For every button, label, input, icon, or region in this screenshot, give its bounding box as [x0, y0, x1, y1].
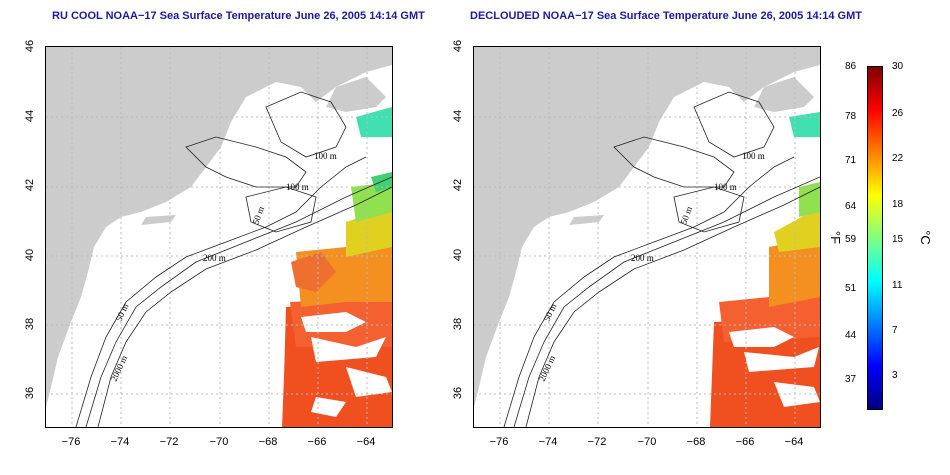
grid	[474, 47, 820, 427]
contour-label-50m-a: 50 m	[678, 205, 694, 226]
cbar-f-64: 64	[845, 201, 857, 212]
sst-data	[710, 112, 820, 427]
lon-tick-right-74: −74	[538, 436, 558, 448]
lon-tick-right-72: −72	[587, 436, 607, 448]
lat-tick-left-44: 44	[24, 109, 36, 123]
cbar-c-3: 3	[892, 370, 898, 381]
lat-tick-left-40: 40	[24, 248, 36, 262]
cbar-c-26: 26	[892, 108, 904, 119]
lon-tick-left-68: −68	[258, 436, 278, 448]
contour-label-100m-a: 100 m	[742, 151, 765, 161]
cbar-f-44: 44	[845, 330, 857, 341]
lat-tick-right-40: 40	[452, 248, 464, 262]
right-map-svg: 100 m 100 m 50 m 200 m 50 m 2000 m	[474, 47, 820, 427]
unit-fahrenheit: °F	[828, 230, 844, 245]
contour-label-200m: 200 m	[631, 253, 654, 263]
cbar-c-11: 11	[892, 280, 903, 291]
lon-tick-right-76: −76	[489, 436, 509, 448]
contour-label-50m-b: 50 m	[542, 302, 559, 323]
cbar-c-30: 30	[892, 61, 904, 72]
lat-tick-left-46: 46	[24, 39, 36, 53]
lon-tick-left-64: −64	[356, 436, 376, 448]
cbar-f-51: 51	[845, 283, 857, 294]
lon-tick-right-66: −66	[735, 436, 755, 448]
cbar-c-18: 18	[892, 199, 904, 210]
lat-tick-right-36: 36	[452, 386, 464, 400]
temperature-colorbar	[867, 66, 883, 410]
contour-label-200m: 200 m	[203, 253, 226, 263]
lon-tick-left-70: −70	[209, 436, 229, 448]
bathymetry-contours	[75, 91, 392, 427]
cbar-f-37: 37	[845, 374, 857, 385]
lat-tick-right-42: 42	[452, 178, 464, 192]
lon-tick-left-72: −72	[159, 436, 179, 448]
contour-label-2000m: 2000 m	[537, 354, 558, 383]
land	[474, 47, 820, 407]
lat-tick-left-36: 36	[24, 386, 36, 400]
contour-label-50m-a: 50 m	[250, 205, 266, 226]
lat-tick-left-38: 38	[24, 317, 36, 331]
right-map-title: DECLOUDED NOAA−17 Sea Surface Temperatur…	[470, 10, 862, 22]
lon-tick-right-64: −64	[784, 436, 804, 448]
lon-tick-right-68: −68	[686, 436, 706, 448]
land	[46, 47, 392, 407]
lat-tick-right-46: 46	[452, 39, 464, 53]
contour-label-50m-b: 50 m	[114, 302, 131, 323]
cbar-c-22: 22	[892, 153, 904, 164]
cbar-f-71: 71	[845, 155, 857, 166]
right-sst-map: 100 m 100 m 50 m 200 m 50 m 2000 m	[473, 46, 821, 428]
contour-label-2000m: 2000 m	[109, 354, 130, 383]
cbar-f-59: 59	[845, 234, 857, 245]
lon-tick-left-76: −76	[61, 436, 81, 448]
lon-tick-left-74: −74	[110, 436, 130, 448]
cbar-c-15: 15	[892, 234, 904, 245]
grid	[46, 47, 392, 427]
contour-label-100m-b: 100 m	[714, 182, 737, 192]
left-sst-map: 100 m 100 m 50 m 200 m 50 m 2000 m	[45, 46, 393, 428]
cbar-f-78: 78	[845, 111, 857, 122]
contour-label-100m-a: 100 m	[314, 151, 337, 161]
left-map-svg: 100 m 100 m 50 m 200 m 50 m 2000 m	[46, 47, 392, 427]
unit-celsius: °C	[917, 230, 933, 245]
lat-tick-right-44: 44	[452, 109, 464, 123]
cbar-f-86: 86	[845, 61, 857, 72]
lat-tick-right-38: 38	[452, 317, 464, 331]
lon-tick-left-66: −66	[307, 436, 327, 448]
bathymetry-contours	[503, 91, 820, 427]
lon-tick-right-70: −70	[637, 436, 657, 448]
contour-label-100m-b: 100 m	[286, 182, 309, 192]
cbar-c-7: 7	[892, 325, 898, 336]
lat-tick-left-42: 42	[24, 178, 36, 192]
left-map-title: RU COOL NOAA−17 Sea Surface Temperature …	[52, 10, 425, 22]
